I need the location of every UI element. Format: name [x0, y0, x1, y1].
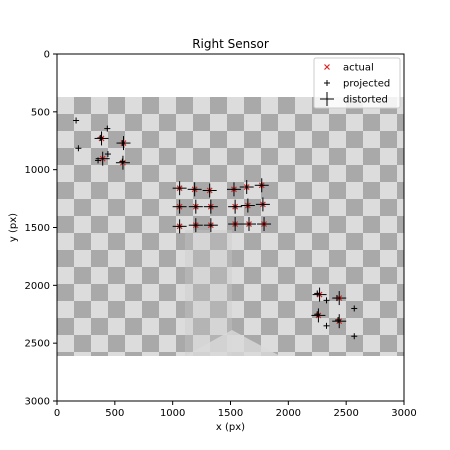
distorted-point — [312, 287, 327, 302]
projected-point — [323, 322, 330, 329]
legend: actual projected distorted — [313, 57, 401, 109]
projected-point — [323, 297, 330, 304]
projected-point — [104, 125, 111, 132]
y-tick-label: 500 — [31, 107, 50, 118]
distorted-point — [188, 218, 203, 233]
distorted-point — [311, 308, 326, 323]
projected-point — [314, 311, 321, 318]
distorted-point — [172, 181, 187, 196]
projected-point — [119, 158, 126, 165]
distorted-point — [188, 199, 203, 214]
distorted-point — [172, 199, 187, 214]
x-axis-ticks: 0 500 1000 1500 2000 2500 3000 — [54, 401, 417, 419]
x-tick-label: 500 — [105, 408, 124, 419]
x-tick-label: 1000 — [160, 408, 185, 419]
distorted-point — [203, 199, 218, 214]
distorted-point — [226, 182, 241, 197]
legend-marker-projected — [324, 80, 330, 86]
legend-box — [313, 57, 401, 109]
y-tick-label: 1500 — [25, 223, 50, 234]
x-tick-label: 1500 — [218, 408, 243, 419]
distorted-point — [257, 217, 272, 232]
distorted-point — [242, 217, 257, 232]
data-marks — [73, 117, 358, 340]
legend-label-projected: projected — [343, 79, 390, 90]
series-distorted — [94, 131, 347, 329]
distorted-point — [116, 136, 131, 151]
y-axis-ticks: 0 500 1000 1500 2000 2500 3000 — [25, 50, 57, 408]
distorted-point — [254, 178, 269, 193]
y-axis-label: y (px) — [8, 213, 19, 242]
distorted-point — [240, 198, 255, 213]
distorted-point — [203, 218, 218, 233]
distorted-point — [202, 183, 217, 198]
distorted-point — [332, 291, 347, 306]
y-tick-label: 3000 — [25, 397, 50, 408]
distorted-point — [239, 180, 254, 195]
distorted-point — [332, 314, 347, 329]
projected-point — [351, 333, 358, 340]
distorted-point — [187, 182, 202, 197]
distorted-point — [228, 217, 243, 232]
chart-title: Right Sensor — [192, 37, 269, 51]
y-tick-label: 1000 — [25, 165, 50, 176]
y-tick-label: 2000 — [25, 281, 50, 292]
distorted-point — [172, 219, 187, 234]
x-tick-label: 2500 — [333, 408, 358, 419]
legend-label-actual: actual — [343, 63, 374, 74]
legend-label-distorted: distorted — [343, 95, 388, 106]
distorted-point — [255, 197, 270, 212]
x-axis-label: x (px) — [216, 422, 245, 433]
projected-point — [335, 317, 342, 324]
x-tick-label: 2000 — [276, 408, 301, 419]
projected-point — [351, 305, 358, 312]
y-tick-label: 2500 — [25, 339, 50, 350]
distorted-point — [228, 199, 243, 214]
distorted-point — [115, 155, 130, 170]
x-tick-label: 3000 — [391, 408, 416, 419]
distorted-point — [95, 151, 110, 166]
legend-marker-actual — [324, 64, 330, 70]
projected-point — [75, 145, 82, 152]
x-tick-label: 0 — [54, 408, 60, 419]
projected-point — [97, 134, 104, 141]
legend-marker-distorted — [320, 92, 334, 106]
y-tick-label: 0 — [44, 50, 50, 61]
projected-point — [73, 117, 80, 124]
projected-point — [104, 151, 111, 158]
distorted-point — [94, 131, 109, 146]
checkerboard-image — [57, 97, 404, 356]
